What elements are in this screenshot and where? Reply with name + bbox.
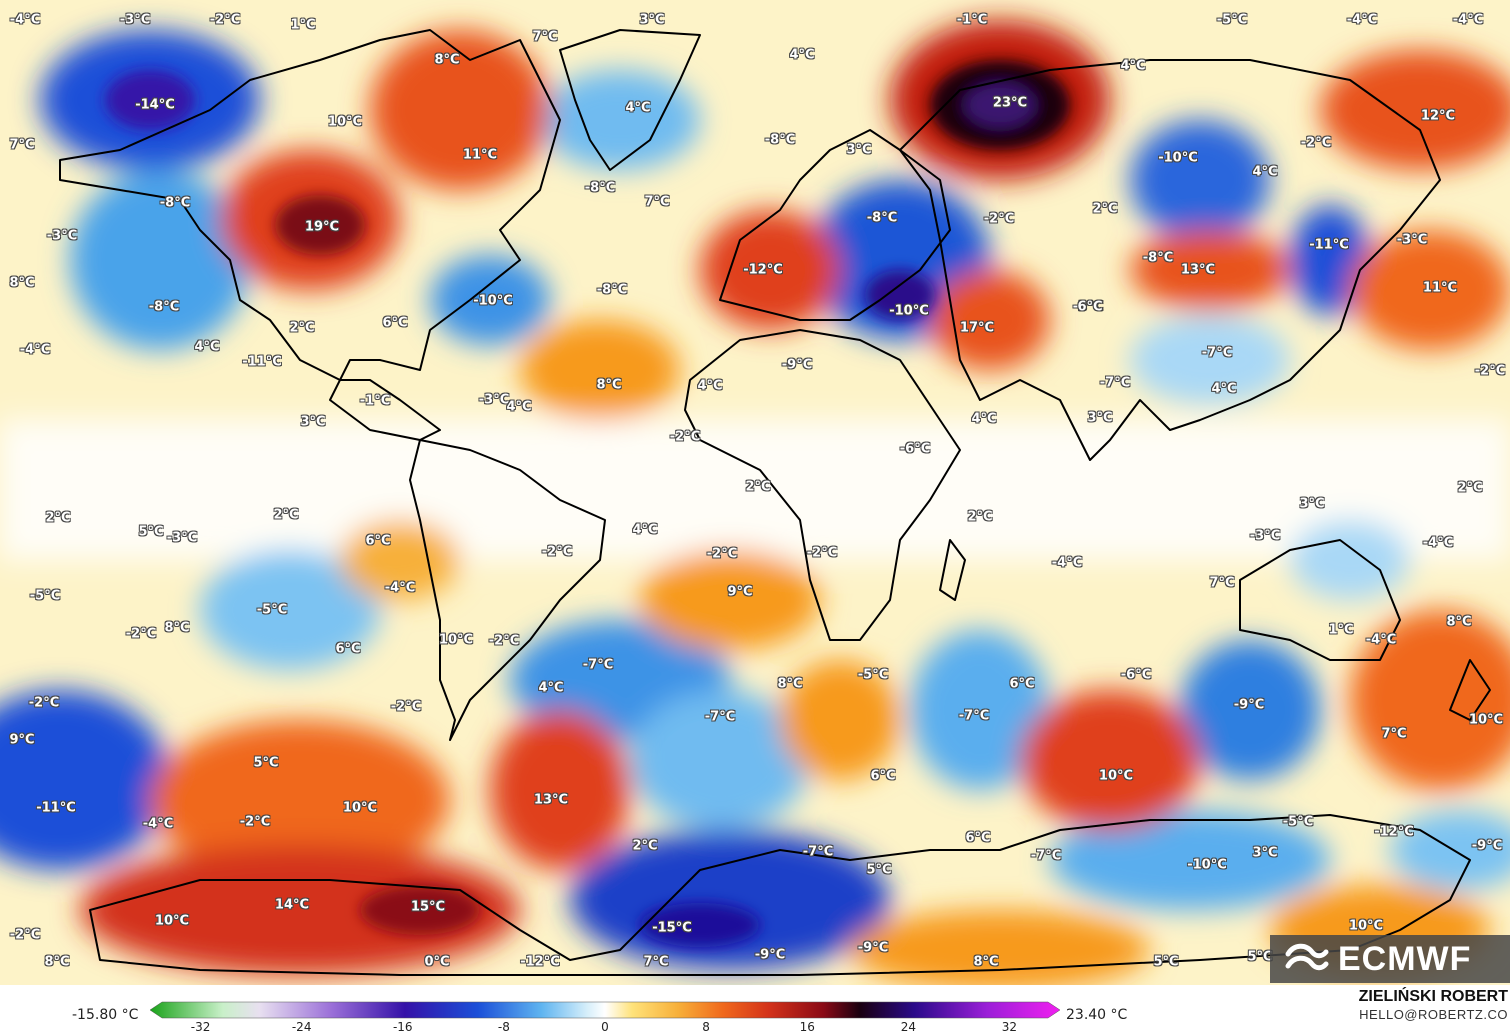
coastlines — [59, 29, 1491, 976]
colorbar-tick-label: 16 — [799, 1020, 815, 1034]
ecmwf-logo: ECMWF — [1270, 935, 1510, 983]
colorbar-tick-label: 8 — [702, 1020, 710, 1034]
colorbar-tick-label: -32 — [190, 1020, 211, 1034]
colorbar-tick-label: 32 — [1001, 1020, 1018, 1034]
colorbar-tick-label: 24 — [900, 1020, 916, 1034]
logo-text: ECMWF — [1338, 939, 1472, 978]
colorbar — [150, 1001, 1060, 1019]
range-min-label: -15.80 °C — [72, 1007, 139, 1023]
author-name: ZIELIŃSKI ROBERT — [1358, 988, 1508, 1005]
colorbar-tick-label: -24 — [291, 1020, 312, 1034]
anomaly-field — [0, 0, 1510, 985]
temperature-anomaly-map — [0, 0, 1510, 985]
colorbar-tick-label: -16 — [392, 1020, 413, 1034]
colorbar-tick-label: 0 — [601, 1020, 609, 1034]
author-email: HELLO@ROBERTZ.CO — [1359, 1007, 1508, 1022]
colorbar-legend: -15.80 °C — [0, 985, 1510, 1035]
ecmwf-swirl-icon — [1285, 943, 1329, 971]
colorbar-tick-label: -8 — [497, 1020, 510, 1034]
range-max-label: 23.40 °C — [1066, 1007, 1128, 1023]
